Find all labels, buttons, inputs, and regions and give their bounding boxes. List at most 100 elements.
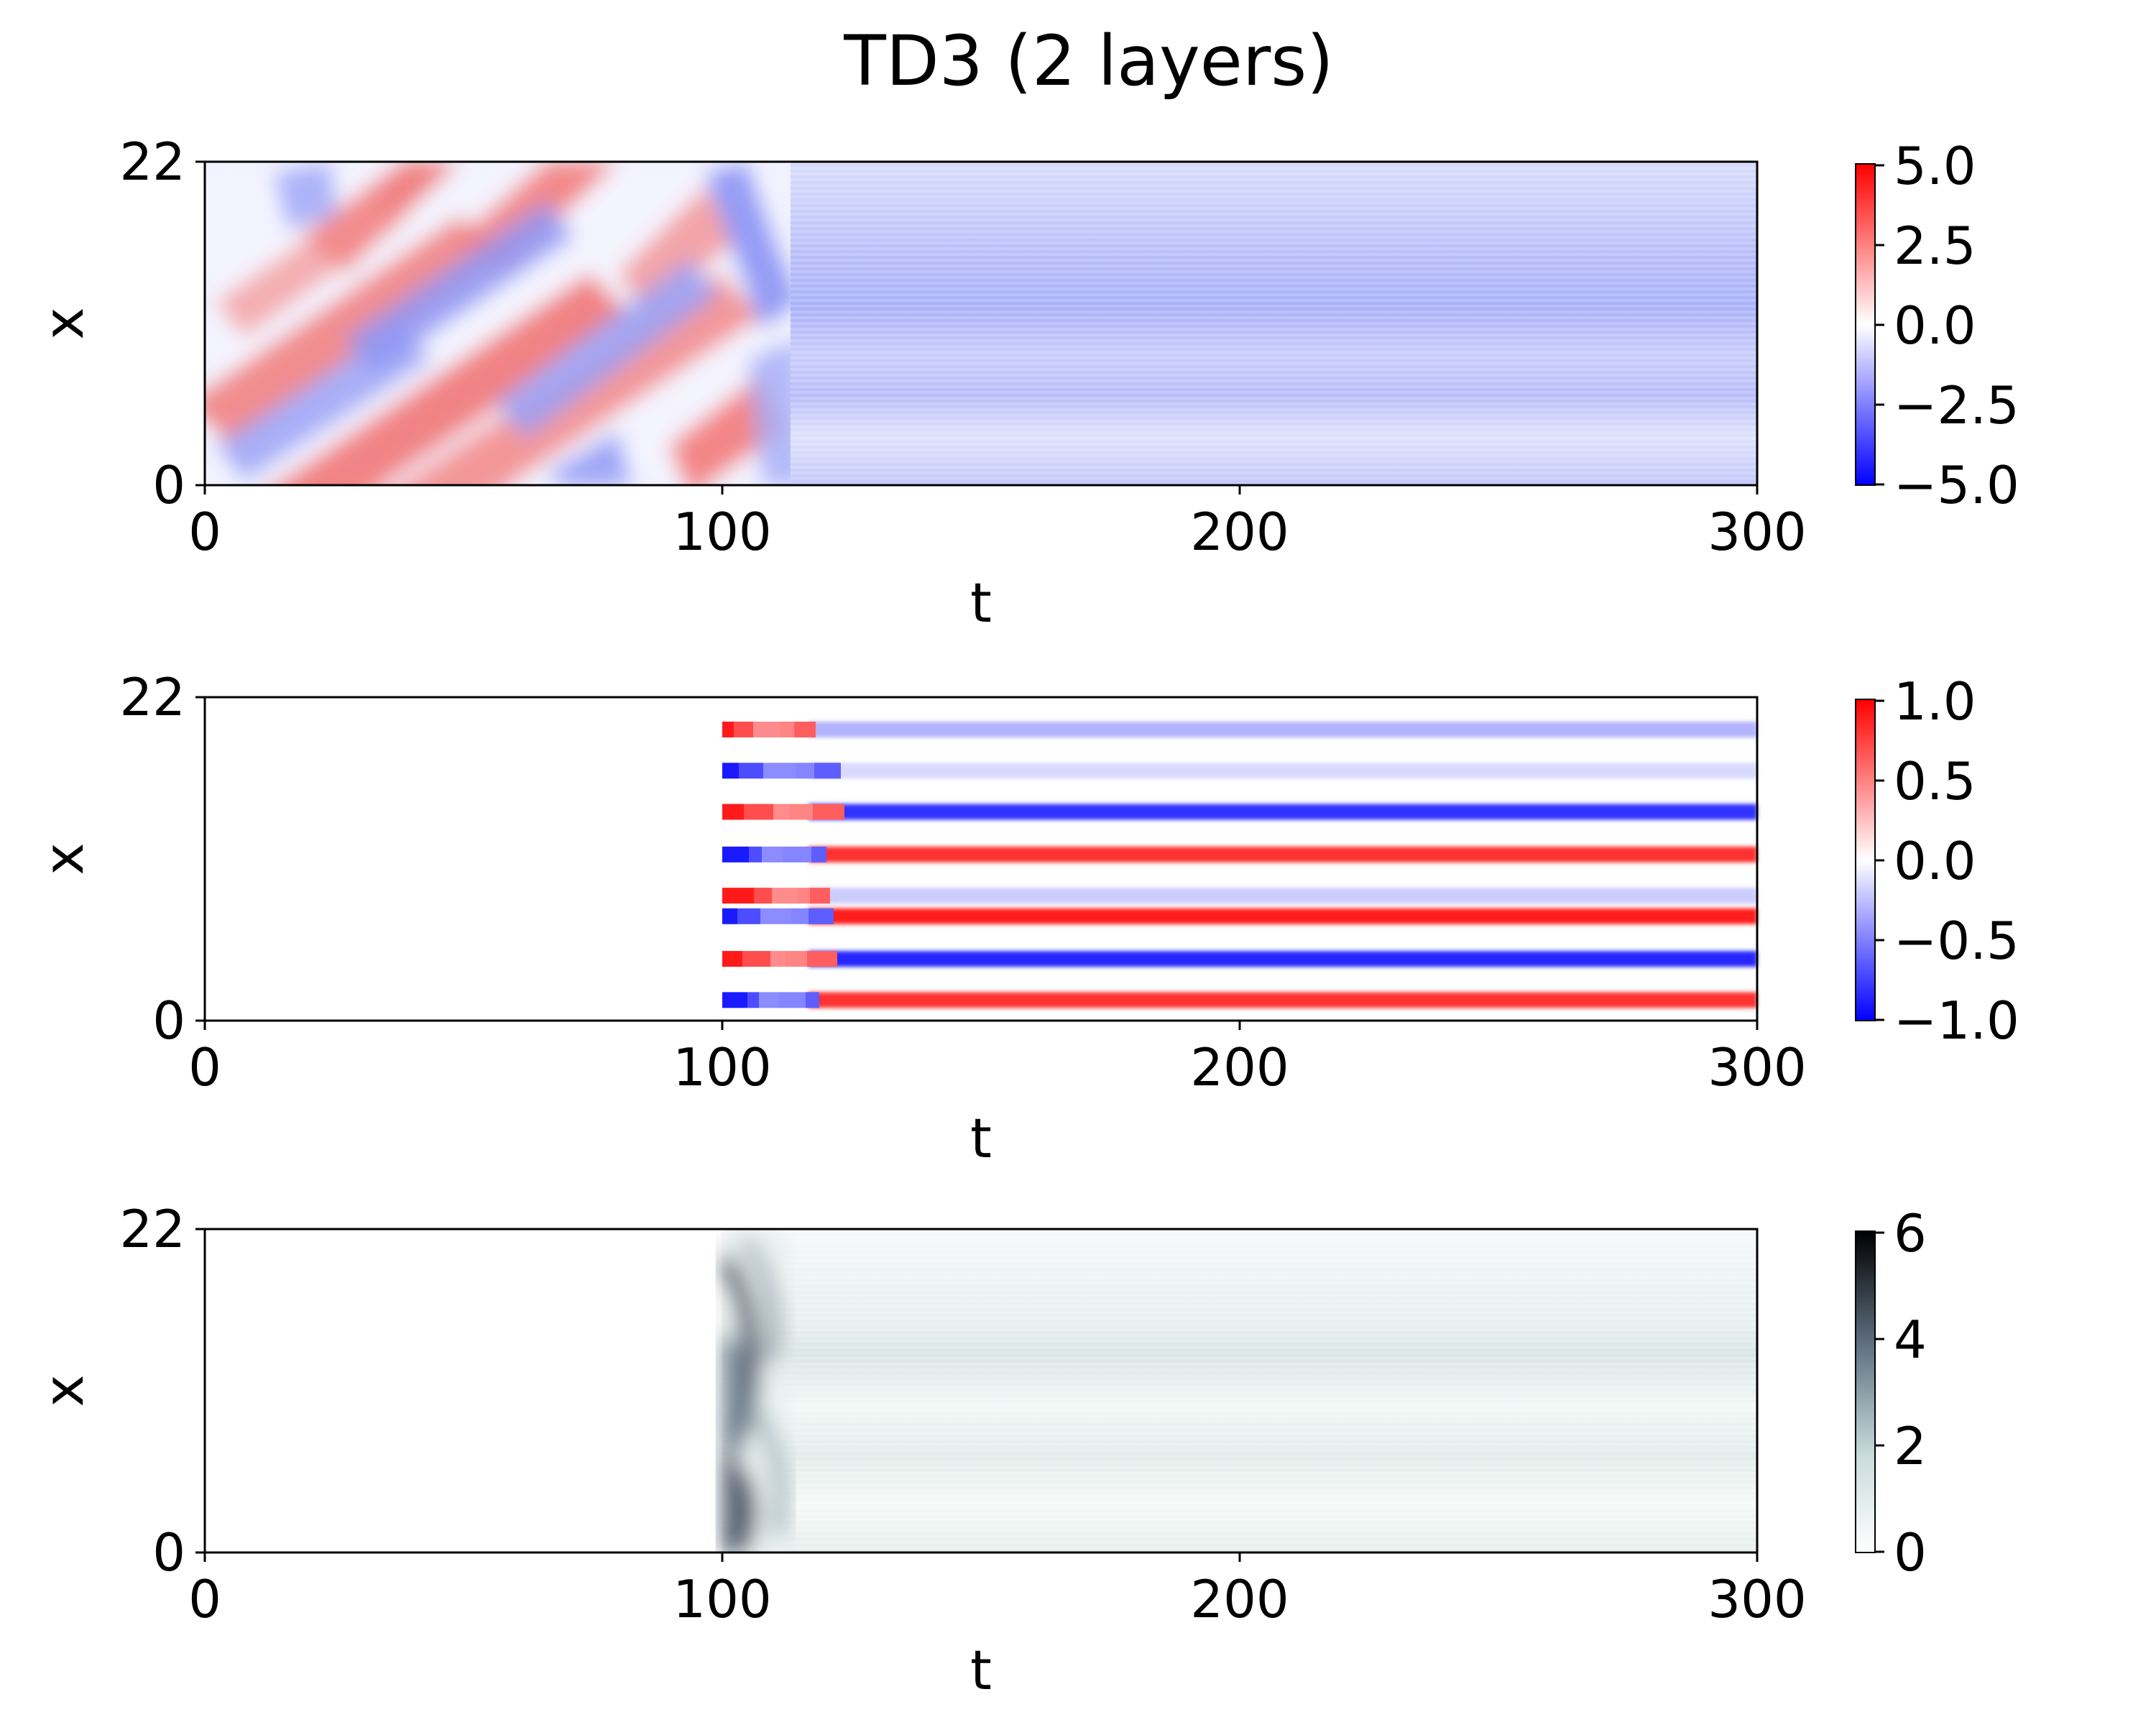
band-4: [808, 888, 1757, 904]
band-transient-6-0: [722, 951, 742, 967]
band-transient-7-3: [778, 992, 806, 1008]
band-3: [808, 846, 1757, 862]
heatmap-3-xlabel: t: [970, 1638, 992, 1702]
band-transient-0-1: [734, 722, 753, 737]
colorbar-1-tick-label: −2.5: [1894, 375, 2019, 436]
heatmap-2-ytick-label: 22: [119, 667, 185, 727]
heatmap-2-x-ticks: [195, 696, 1759, 1030]
band-transient-4-4: [810, 888, 830, 904]
band-transient-3-0: [722, 846, 749, 862]
band-transient-2-1: [744, 804, 773, 820]
heatmap-2-xtick-label: 200: [1190, 1037, 1289, 1098]
colorbar-2-tick-label: 0.5: [1894, 751, 1976, 811]
band-transient-0-3: [780, 722, 794, 737]
band-transient-1-2: [763, 763, 796, 779]
colorbar-3-tick-label: 2: [1894, 1416, 1927, 1476]
band-transient-5-4: [808, 908, 834, 924]
band-1: [808, 763, 1757, 779]
heatmap-1-ytick-label: 22: [119, 132, 185, 192]
heatmap-3-ytick-label: 22: [119, 1199, 185, 1259]
heatmap-3-xtick-label: 300: [1708, 1569, 1806, 1629]
band-transient-3-2: [762, 846, 783, 862]
heatmap-3-image: [205, 1229, 1757, 1552]
colorbar-1-tick-label: −5.0: [1894, 455, 2019, 515]
heatmap-1-xlabel: t: [970, 571, 992, 635]
heatmap-2-image: [205, 697, 1757, 1021]
heatmap-3-x-ticks: [195, 1228, 1759, 1562]
band-transient-2-4: [813, 804, 844, 820]
band-transient-7-0: [722, 992, 747, 1008]
colorbar-3: 6 4 2 0: [1855, 1203, 1927, 1583]
heatmap-2-ytick-label: 0: [152, 990, 185, 1051]
band-transient-3-4: [811, 846, 826, 862]
band-transient-5-1: [737, 908, 760, 924]
heatmap-1-xtick-label: 300: [1708, 502, 1806, 562]
band-transient-7-4: [806, 992, 819, 1008]
heatmap-2-xtick-label: 100: [673, 1037, 771, 1098]
heatmap-2-frame: [203, 696, 1759, 1022]
heatmap-2-xtick-label: 0: [188, 1037, 221, 1098]
band-transient-6-3: [785, 951, 807, 967]
band-transient-1-3: [796, 763, 814, 779]
band-transient-1-0: [722, 763, 739, 779]
band-transient-4-3: [798, 888, 810, 904]
band-transient-1-1: [739, 763, 763, 779]
heatmap-2-xlabel: t: [970, 1106, 992, 1170]
band-transient-7-2: [759, 992, 778, 1008]
band-2: [808, 804, 1757, 820]
band-transient-0-4: [794, 722, 816, 737]
colorbar-3-tick-label: 0: [1894, 1522, 1927, 1583]
band-transient-5-0: [722, 908, 737, 924]
band-transient-6-1: [742, 951, 770, 967]
colorbar-2: 1.0 0.5 0.0 −0.5 −1.0: [1855, 671, 2019, 1051]
heatmap-3-ylabel: x: [32, 1375, 96, 1407]
band-transient-2-3: [789, 804, 813, 820]
band-5: [808, 908, 1757, 924]
heatmap-2-bands: [722, 722, 1757, 1008]
heatmap-1-xtick-label: 200: [1190, 502, 1289, 562]
heatmap-3-xtick-label: 100: [673, 1569, 771, 1629]
colorbar-2-tick-label: 1.0: [1894, 671, 1976, 732]
band-transient-6-2: [770, 951, 785, 967]
colorbar-2-tick-label: −1.0: [1894, 990, 2019, 1051]
band-transient-4-1: [754, 888, 772, 904]
heatmap-1-ytick-label: 0: [152, 455, 185, 515]
colorbar-2-tick-label: 0.0: [1894, 831, 1976, 891]
band-transient-4-2: [772, 888, 798, 904]
band-transient-7-1: [747, 992, 759, 1008]
band-7: [808, 992, 1757, 1008]
heatmap-2-xtick-label: 300: [1708, 1037, 1806, 1098]
heatmap-panel-3: 0 100 200 300 0 22 t x 6 4 2 0: [32, 1199, 1927, 1702]
band-transient-0-0: [722, 722, 734, 737]
band-transient-1-4: [814, 763, 841, 779]
band-6: [808, 951, 1757, 967]
heatmap-3-frame: [203, 1228, 1759, 1554]
band-transient-4-0: [722, 888, 754, 904]
heatmap-1-xtick-label: 0: [188, 502, 221, 562]
band-transient-5-2: [760, 908, 791, 924]
colorbar-1: 5.0 2.5 0.0 −2.5 −5.0: [1855, 136, 2019, 515]
band-transient-3-3: [783, 846, 811, 862]
band-transient-6-4: [807, 951, 837, 967]
heatmap-panel-2: 0 100 200 300 0 22 t x 1.0 0.5 0.0 −0.5 …: [32, 667, 2019, 1170]
figure-title: TD3 (2 layers): [843, 21, 1334, 101]
heatmap-1-image: [205, 162, 1757, 485]
colorbar-3-tick-label: 4: [1894, 1310, 1927, 1370]
heatmap-3-ytick-label: 0: [152, 1522, 185, 1583]
colorbar-1-tick-label: 0.0: [1894, 295, 1976, 356]
heatmap-3-xtick-label: 0: [188, 1569, 221, 1629]
band-transient-3-1: [749, 846, 762, 862]
heatmap-panel-1: 0 100 200 300 0 22 t x 5.0 2.5 0.0 −2.5 …: [32, 132, 2019, 635]
band-transient-5-3: [791, 908, 808, 924]
band-transient-2-0: [722, 804, 744, 820]
heatmap-1-x-ticks: [195, 160, 1759, 494]
colorbar-1-tick-label: 2.5: [1894, 216, 1976, 276]
heatmap-1-ylabel: x: [32, 308, 96, 340]
band-transient-2-2: [773, 804, 789, 820]
colorbar-3-tick-label: 6: [1894, 1203, 1927, 1264]
colorbar-1-tick-label: 5.0: [1894, 136, 1976, 196]
heatmap-1-xtick-label: 100: [673, 502, 771, 562]
band-0: [808, 722, 1757, 737]
band-transient-0-2: [753, 722, 780, 737]
